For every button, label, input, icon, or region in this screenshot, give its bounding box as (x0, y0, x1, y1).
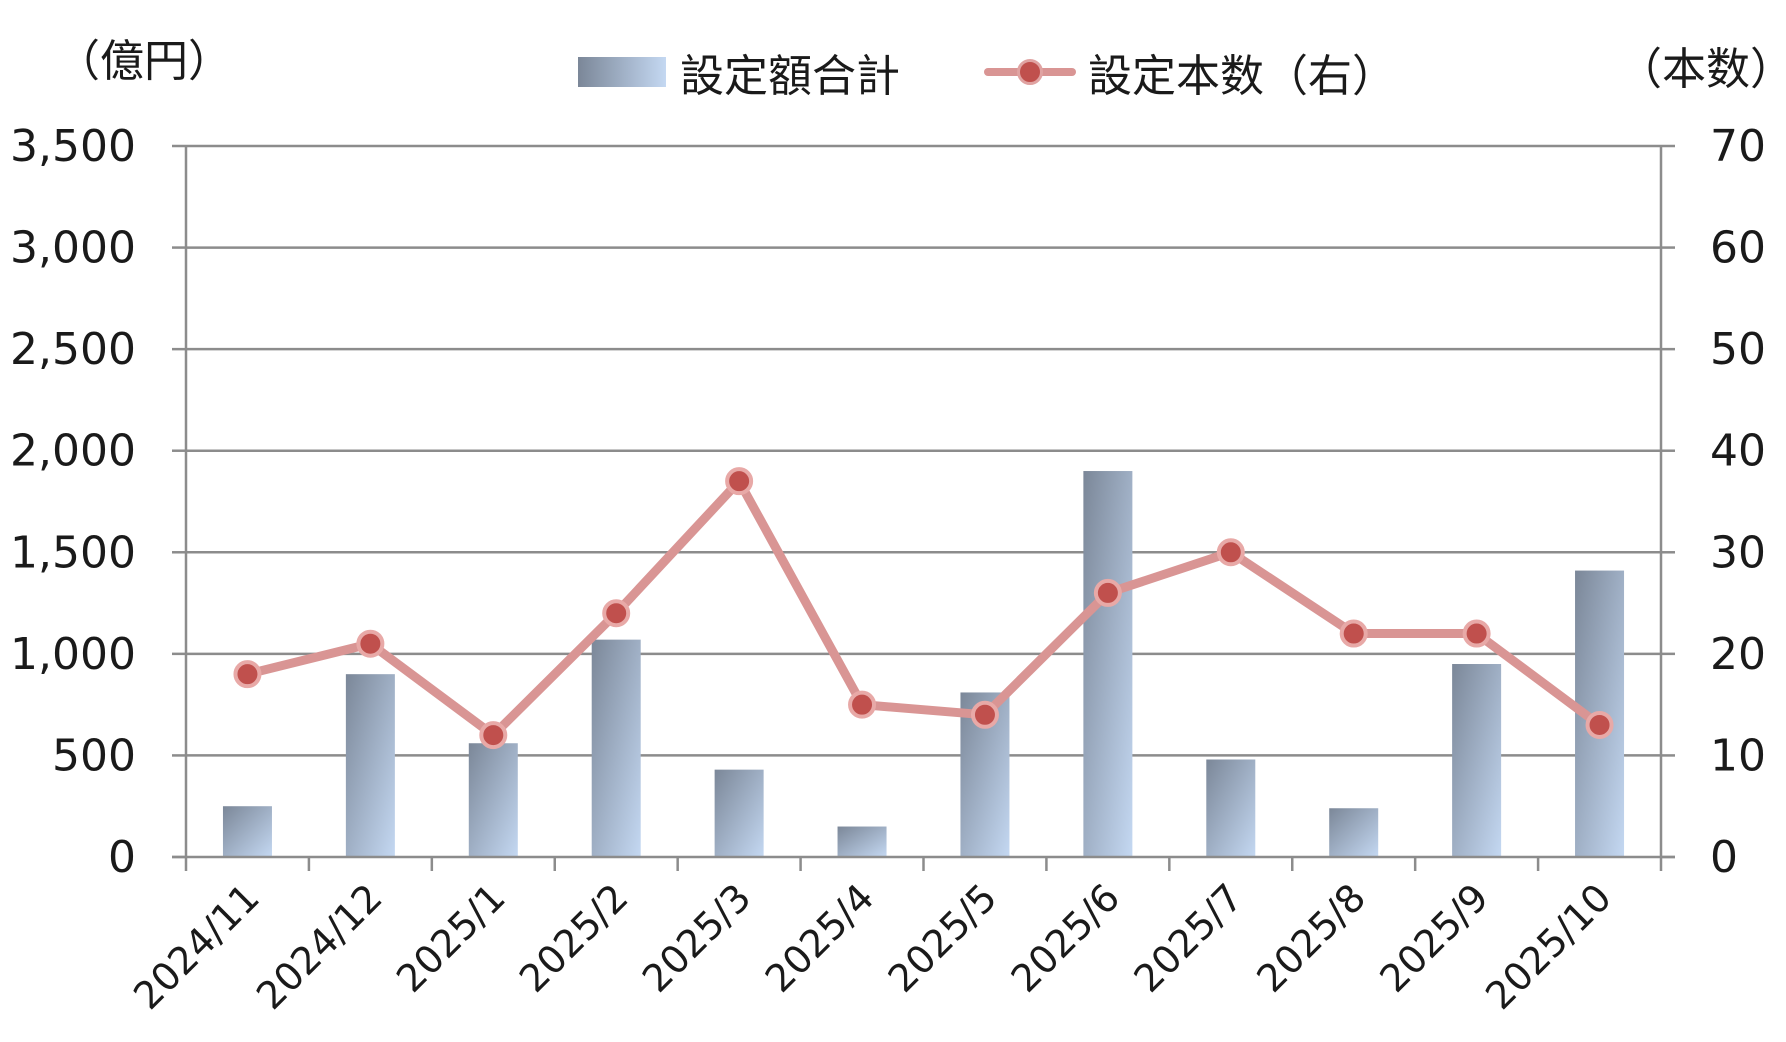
right-axis-unit-label: （本数） (1618, 44, 1786, 95)
tick-labels: 0 0 500 10 1,000 20 1,500 30 2,000 40 2,500 50 3,000… (10, 121, 1766, 1018)
bar (1452, 664, 1502, 857)
line-point (356, 629, 385, 658)
x-axis-category-label: 2025/5 (880, 875, 1006, 1001)
x-axis-category-label: 2025/10 (1477, 875, 1620, 1018)
x-axis-category-label: 2025/3 (634, 875, 760, 1001)
right-axis-tick-label: 40 (1710, 426, 1766, 477)
right-axis-tick-label: 30 (1710, 527, 1766, 578)
legend-line-item: 設定本数（右） (984, 40, 1396, 104)
bar (1329, 808, 1379, 857)
line-path (242, 476, 1605, 740)
legend-line-label: 設定本数（右） (1088, 51, 1396, 102)
left-axis-tick-label: 3,500 (10, 121, 136, 172)
left-axis-tick-label: 0 (108, 832, 136, 883)
x-axis-category-label: 2025/8 (1248, 875, 1374, 1001)
left-axis-tick-label: 2,000 (10, 426, 136, 477)
left-axis-tick-label: 1,500 (10, 527, 136, 578)
left-axis-unit-label: （億円） (56, 36, 232, 87)
x-axis-category-label: 2024/11 (125, 875, 268, 1018)
left-axis-tick-label: 1,000 (10, 629, 136, 680)
line-point (725, 467, 754, 496)
legend-bar-label: 設定額合計 (680, 51, 900, 102)
right-axis-tick-label: 60 (1710, 223, 1766, 274)
x-axis-category-label: 2025/7 (1126, 875, 1252, 1001)
right-axis-tick-label: 10 (1710, 730, 1766, 781)
bar (468, 743, 518, 857)
right-axis-tick-label: 20 (1710, 629, 1766, 680)
line-point (1339, 619, 1368, 648)
line-point (848, 690, 877, 719)
line-point (1462, 619, 1491, 648)
line-point (602, 599, 631, 628)
gridlines (186, 144, 1661, 757)
x-axis-category-label: 2025/6 (1003, 875, 1129, 1001)
right-axis-tick-label: 70 (1710, 121, 1766, 172)
x-axis-category-label: 2025/9 (1371, 875, 1497, 1001)
legend-bar-item: 設定額合計 (578, 40, 900, 104)
bar (1083, 471, 1133, 857)
bar (345, 674, 395, 857)
legend-bar-swatch (578, 57, 666, 87)
bar (837, 826, 887, 857)
line-point (1216, 538, 1245, 567)
line-point (1585, 710, 1614, 739)
right-axis-tick-label: 50 (1710, 324, 1766, 375)
left-axis-tick-label: 500 (52, 730, 136, 781)
bar-series (222, 471, 1625, 857)
x-axis-category-label: 2025/2 (511, 875, 637, 1001)
bar (714, 769, 764, 857)
line-point (1093, 578, 1122, 607)
x-axis-category-label: 2025/4 (757, 875, 883, 1001)
bar (1206, 759, 1256, 857)
left-axis-tick-label: 2,500 (10, 324, 136, 375)
axes (172, 144, 1675, 871)
line-point (970, 700, 999, 729)
x-axis-category-label: 2025/1 (388, 875, 514, 1001)
line-point (233, 660, 262, 689)
bar (222, 806, 272, 857)
legend-line-swatch (984, 52, 1076, 92)
line-point (479, 721, 508, 750)
line-series (233, 467, 1614, 750)
left-axis-tick-label: 3,000 (10, 223, 136, 274)
x-axis-category-label: 2024/12 (248, 875, 391, 1018)
bar (591, 639, 641, 857)
right-axis-tick-label: 0 (1710, 832, 1738, 883)
